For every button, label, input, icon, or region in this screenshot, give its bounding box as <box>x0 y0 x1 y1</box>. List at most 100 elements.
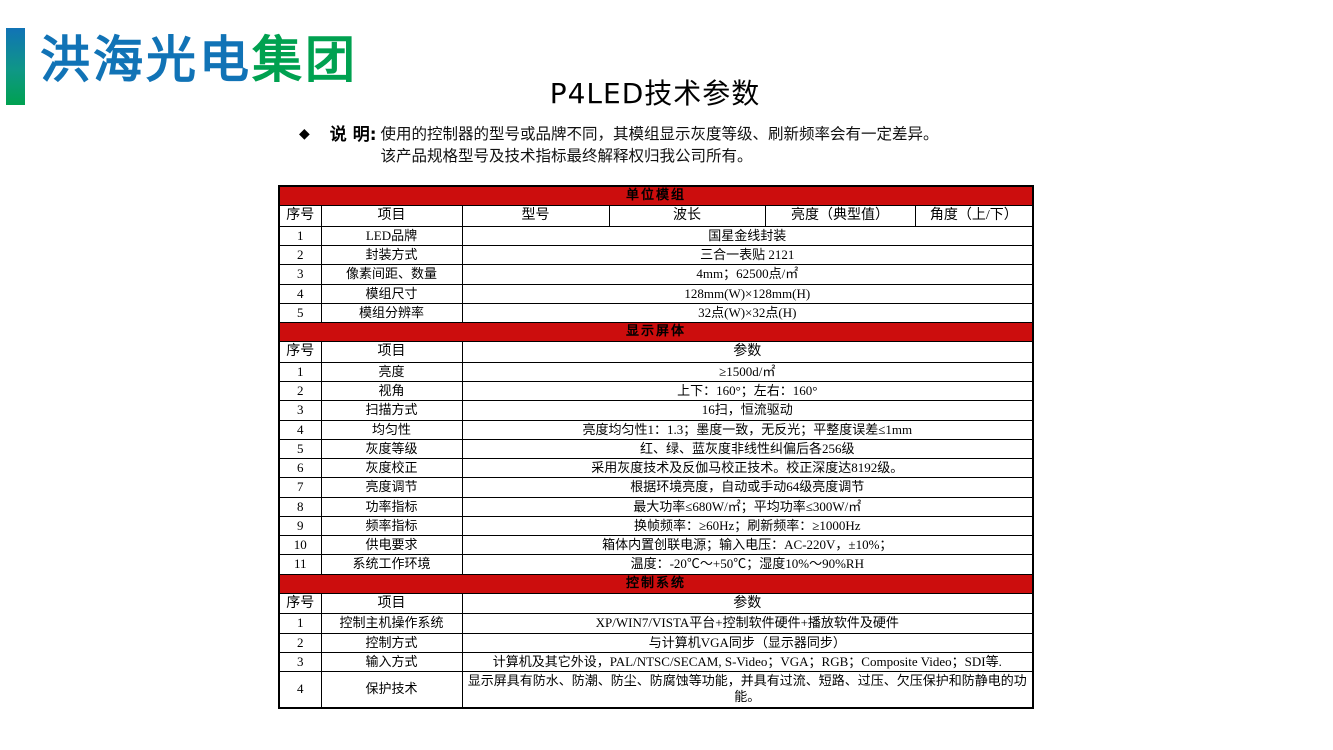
row-value-cell: 32点(W)×32点(H) <box>461 302 1034 324</box>
diamond-bullet-icon: ◆ <box>299 127 310 142</box>
column-header-row: 序号 项目 参数 <box>278 592 1034 615</box>
section-header-row: 显示屏体 <box>278 321 1034 343</box>
table-row: 2 封装方式 三合一表贴 2121 <box>278 244 1034 266</box>
row-item-cell: 模组尺寸 <box>320 283 463 304</box>
table-row: 1 LED品牌 国星金线封装 <box>278 225 1034 247</box>
table-row: 8 功率指标 最大功率≤680W/㎡；平均功率≤300W/㎡ <box>278 496 1034 517</box>
row-value-cell: 与计算机VGA同步（显示器同步） <box>461 632 1034 653</box>
row-item-cell: 灰度等级 <box>320 438 463 460</box>
row-value-cell: 亮度均匀性1：1.3；墨度一致，无反光；平整度误差≤1mm <box>461 419 1034 440</box>
column-header: 序号 <box>278 592 322 615</box>
section-title: 控制系统 <box>278 573 1034 594</box>
table-row: 9 频率指标 换帧频率：≥60Hz；刷新频率：≥1000Hz <box>278 515 1034 537</box>
row-item-cell: 控制方式 <box>320 632 463 653</box>
column-header: 型号 <box>461 205 610 227</box>
company-logo: 洪海光电集团 <box>40 33 358 88</box>
row-item-cell: 保护技术 <box>320 671 463 708</box>
row-item-cell: LED品牌 <box>320 225 463 247</box>
column-header: 参数 <box>461 592 1034 615</box>
note-text: 使用的控制器的型号或品牌不同，其模组显示灰度等级、刷新频率会有一定差异。 该产品… <box>381 124 939 168</box>
row-number-cell: 8 <box>278 496 322 517</box>
table-row: 5 灰度等级 红、绿、蓝灰度非线性纠偏后各256级 <box>278 438 1034 460</box>
row-number-cell: 9 <box>278 515 322 537</box>
row-value-cell: 显示屏具有防水、防潮、防尘、防腐蚀等功能，并具有过流、短路、过压、欠压保护和防静… <box>461 671 1034 708</box>
row-value-cell: 采用灰度技术及反伽马校正技术。校正深度达8192级。 <box>461 457 1034 479</box>
row-item-cell: 系统工作环境 <box>320 554 463 575</box>
row-item-cell: 亮度调节 <box>320 477 463 498</box>
row-number-cell: 1 <box>278 225 322 247</box>
table-row: 11 系统工作环境 温度：-20℃～+50℃；湿度10%～90%RH <box>278 554 1034 575</box>
column-header-row: 序号 项目 型号 波长 亮度（典型值） 角度（上/下） <box>278 205 1034 227</box>
note-label: 说 明: <box>329 125 377 145</box>
row-item-cell: 模组分辨率 <box>320 302 463 324</box>
row-value-cell: 上下：160°；左右：160° <box>461 380 1034 402</box>
column-header: 参数 <box>461 341 1034 363</box>
table-row: 3 输入方式 计算机及其它外设，PAL/NTSC/SECAM, S-Video；VG… <box>278 651 1034 673</box>
row-item-cell: 输入方式 <box>320 651 463 673</box>
table-row: 1 亮度 ≥1500d/㎡ <box>278 361 1034 383</box>
row-value-cell: 红、绿、蓝灰度非线性纠偏后各256级 <box>461 438 1034 460</box>
row-value-cell: 128mm(W)×128mm(H) <box>461 283 1034 304</box>
row-value-cell: 换帧频率：≥60Hz；刷新频率：≥1000Hz <box>461 515 1034 537</box>
note-line-2: 该产品规格型号及技术指标最终解释权归我公司所有。 <box>380 148 753 165</box>
row-number-cell: 4 <box>278 283 322 304</box>
row-value-cell: 温度：-20℃～+50℃；湿度10%～90%RH <box>461 554 1034 575</box>
column-header: 项目 <box>320 205 463 227</box>
row-number-cell: 2 <box>278 632 322 653</box>
table-row: 7 亮度调节 根据环境亮度，自动或手动64级亮度调节 <box>278 477 1034 498</box>
row-number-cell: 7 <box>278 477 322 498</box>
table-row: 2 控制方式 与计算机VGA同步（显示器同步） <box>278 632 1034 653</box>
row-number-cell: 1 <box>278 361 322 383</box>
logo-accent-bar <box>6 28 25 105</box>
note-block: ◆ 说 明: 使用的控制器的型号或品牌不同，其模组显示灰度等级、刷新频率会有一定… <box>299 124 1039 168</box>
column-header: 项目 <box>320 592 463 615</box>
row-item-cell: 封装方式 <box>320 244 463 266</box>
table-row: 2 视角 上下：160°；左右：160° <box>278 380 1034 402</box>
row-number-cell: 4 <box>278 671 322 708</box>
row-value-cell: 4mm；62500点/㎡ <box>461 264 1034 285</box>
section-title: 单位模组 <box>278 185 1034 207</box>
section-title: 显示屏体 <box>278 321 1034 343</box>
row-item-cell: 控制主机操作系统 <box>320 613 463 634</box>
logo-text-green: 集团 <box>252 31 358 89</box>
table-row: 4 均匀性 亮度均匀性1：1.3；墨度一致，无反光；平整度误差≤1mm <box>278 419 1034 440</box>
row-item-cell: 扫描方式 <box>320 400 463 421</box>
row-item-cell: 均匀性 <box>320 419 463 440</box>
page-title: P4LED技术参数 <box>549 77 761 110</box>
spec-table-grid: 单位模组 序号 项目 型号 波长 亮度（典型值） 角度（上/下） 1 LED品牌 国星金线封装 2 封… <box>278 185 1035 709</box>
row-number-cell: 5 <box>278 438 322 460</box>
row-number-cell: 10 <box>278 534 322 556</box>
row-number-cell: 3 <box>278 651 322 673</box>
row-value-cell: XP/WIN7/VISTA平台+控制软件硬件+播放软件及硬件 <box>461 613 1034 634</box>
row-number-cell: 6 <box>278 457 322 479</box>
table-row: 4 保护技术 显示屏具有防水、防潮、防尘、防腐蚀等功能，并具有过流、短路、过压、欠压… <box>278 671 1034 708</box>
table-row: 5 模组分辨率 32点(W)×32点(H) <box>278 302 1034 324</box>
column-header: 序号 <box>278 205 322 227</box>
table-row: 6 灰度校正 采用灰度技术及反伽马校正技术。校正深度达8192级。 <box>278 457 1034 479</box>
table-row: 4 模组尺寸 128mm(W)×128mm(H) <box>278 283 1034 304</box>
row-value-cell: 三合一表贴 2121 <box>461 244 1034 266</box>
row-value-cell: 16扫，恒流驱动 <box>461 400 1034 421</box>
row-item-cell: 亮度 <box>320 361 463 383</box>
row-item-cell: 灰度校正 <box>320 457 463 479</box>
section-header-row: 控制系统 <box>278 573 1034 594</box>
row-number-cell: 2 <box>278 380 322 402</box>
row-value-cell: 计算机及其它外设，PAL/NTSC/SECAM, S-Video；VGA；RGB… <box>461 651 1034 673</box>
row-number-cell: 1 <box>278 613 322 634</box>
logo-text-blue: 洪海光电 <box>40 31 252 89</box>
row-item-cell: 频率指标 <box>320 515 463 537</box>
table-row: 10 供电要求 箱体内置创联电源；输入电压：AC-220V，±10%； <box>278 534 1034 556</box>
row-number-cell: 11 <box>278 554 322 575</box>
row-item-cell: 像素间距、数量 <box>320 264 463 285</box>
column-header: 项目 <box>320 341 463 363</box>
row-number-cell: 5 <box>278 302 322 324</box>
table-row: 1 控制主机操作系统 XP/WIN7/VISTA平台+控制软件硬件+播放软件及硬件 <box>278 613 1034 634</box>
spec-table: 单位模组 序号 项目 型号 波长 亮度（典型值） 角度（上/下） 1 LED品牌 国星金线封装 2 封… <box>278 185 1035 709</box>
row-item-cell: 供电要求 <box>320 534 463 556</box>
column-header: 序号 <box>278 341 322 363</box>
table-row: 3 扫描方式 16扫，恒流驱动 <box>278 400 1034 421</box>
row-value-cell: 根据环境亮度，自动或手动64级亮度调节 <box>461 477 1034 498</box>
row-number-cell: 4 <box>278 419 322 440</box>
row-number-cell: 2 <box>278 244 322 266</box>
row-value-cell: ≥1500d/㎡ <box>461 361 1034 383</box>
